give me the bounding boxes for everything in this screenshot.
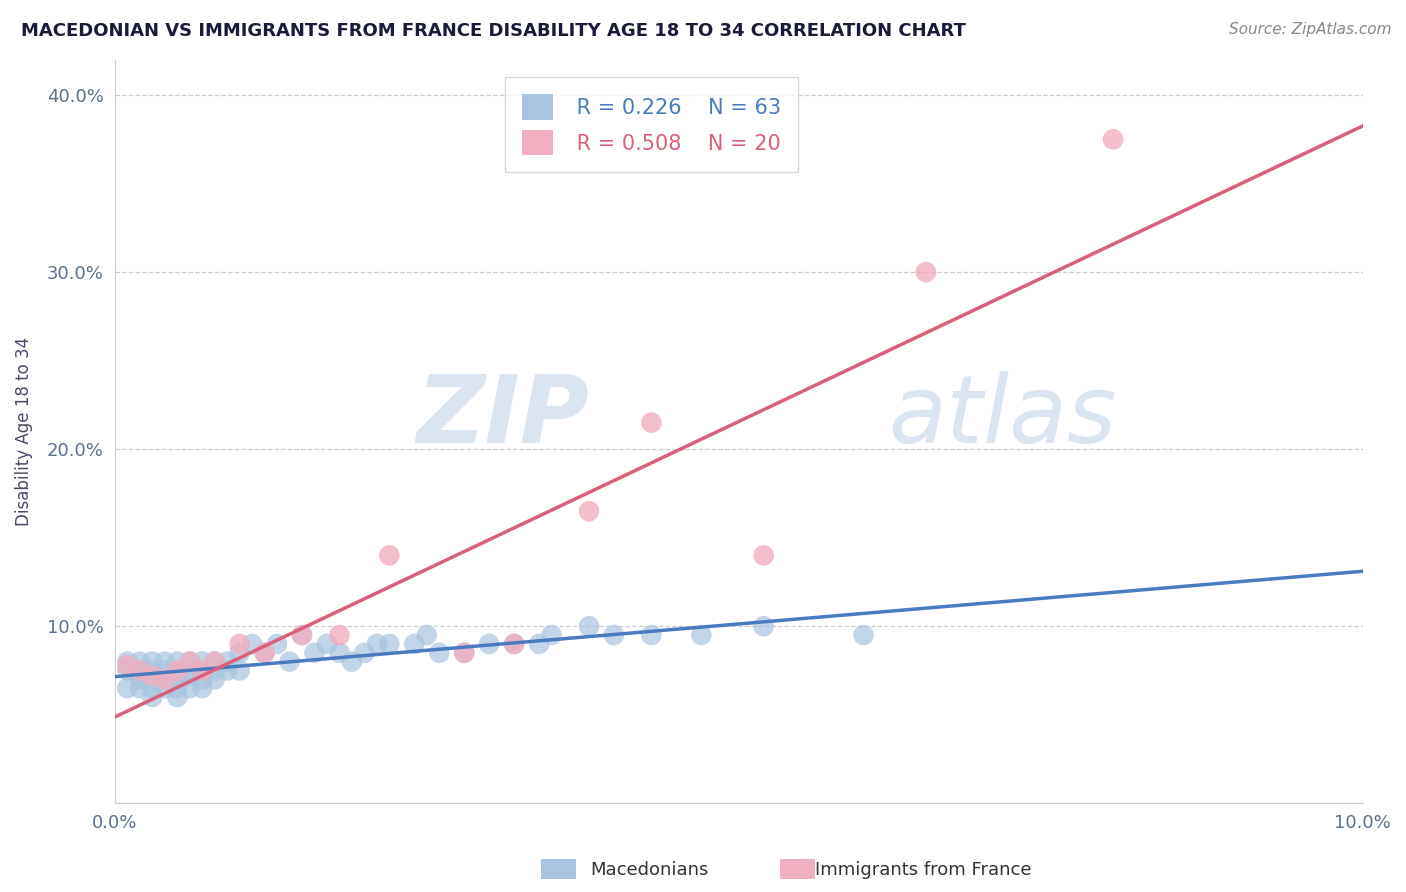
- Point: [427, 646, 450, 660]
- Point: [153, 681, 176, 696]
- Text: MACEDONIAN VS IMMIGRANTS FROM FRANCE DISABILITY AGE 18 TO 34 CORRELATION CHART: MACEDONIAN VS IMMIGRANTS FROM FRANCE DIS…: [21, 22, 966, 40]
- Point: [340, 655, 363, 669]
- Point: [690, 628, 713, 642]
- Point: [153, 664, 176, 678]
- Point: [217, 655, 239, 669]
- Point: [404, 637, 426, 651]
- Text: Macedonians: Macedonians: [591, 861, 709, 879]
- Point: [304, 646, 326, 660]
- Point: [166, 664, 188, 678]
- Point: [752, 619, 775, 633]
- Point: [179, 655, 201, 669]
- Point: [117, 658, 139, 673]
- Point: [503, 637, 526, 651]
- Point: [166, 655, 188, 669]
- Point: [141, 690, 163, 704]
- Point: [191, 681, 214, 696]
- Point: [141, 655, 163, 669]
- Point: [752, 549, 775, 563]
- Point: [266, 637, 288, 651]
- Point: [416, 628, 439, 642]
- Point: [217, 664, 239, 678]
- Point: [852, 628, 875, 642]
- Point: [128, 655, 150, 669]
- Point: [191, 673, 214, 687]
- Point: [166, 673, 188, 687]
- Point: [253, 646, 276, 660]
- Point: [527, 637, 550, 651]
- Point: [191, 664, 214, 678]
- Point: [503, 637, 526, 651]
- Point: [179, 669, 201, 683]
- Point: [128, 664, 150, 678]
- Text: atlas: atlas: [889, 371, 1116, 462]
- Point: [204, 655, 226, 669]
- Point: [141, 669, 163, 683]
- Point: [328, 628, 350, 642]
- Point: [228, 637, 250, 651]
- Point: [191, 664, 214, 678]
- Point: [540, 628, 562, 642]
- Point: [179, 681, 201, 696]
- Point: [128, 664, 150, 678]
- Point: [603, 628, 626, 642]
- Point: [179, 655, 201, 669]
- Point: [291, 628, 314, 642]
- Point: [141, 673, 163, 687]
- Point: [640, 416, 662, 430]
- Point: [453, 646, 475, 660]
- Point: [328, 646, 350, 660]
- Text: ZIP: ZIP: [416, 370, 589, 463]
- Point: [366, 637, 388, 651]
- Point: [228, 646, 250, 660]
- Point: [291, 628, 314, 642]
- Y-axis label: Disability Age 18 to 34: Disability Age 18 to 34: [15, 337, 32, 526]
- Point: [179, 664, 201, 678]
- Point: [128, 673, 150, 687]
- Point: [915, 265, 938, 279]
- Point: [253, 646, 276, 660]
- Point: [153, 673, 176, 687]
- Point: [278, 655, 301, 669]
- Point: [128, 681, 150, 696]
- Point: [578, 619, 600, 633]
- Text: Immigrants from France: Immigrants from France: [815, 861, 1032, 879]
- Point: [478, 637, 501, 651]
- Point: [166, 690, 188, 704]
- Point: [228, 664, 250, 678]
- Point: [117, 681, 139, 696]
- Point: [117, 664, 139, 678]
- Point: [204, 673, 226, 687]
- Point: [153, 655, 176, 669]
- Point: [117, 655, 139, 669]
- Point: [204, 664, 226, 678]
- Point: [316, 637, 339, 651]
- Legend:  R = 0.226    N = 63,  R = 0.508    N = 20: R = 0.226 N = 63, R = 0.508 N = 20: [505, 78, 797, 172]
- Point: [141, 681, 163, 696]
- Point: [640, 628, 662, 642]
- Point: [153, 673, 176, 687]
- Point: [453, 646, 475, 660]
- Point: [353, 646, 375, 660]
- Text: Source: ZipAtlas.com: Source: ZipAtlas.com: [1229, 22, 1392, 37]
- Point: [141, 664, 163, 678]
- Point: [191, 655, 214, 669]
- Point: [166, 681, 188, 696]
- Point: [128, 669, 150, 683]
- Point: [204, 655, 226, 669]
- Point: [578, 504, 600, 518]
- Point: [378, 637, 401, 651]
- Point: [1102, 132, 1125, 146]
- Point: [378, 549, 401, 563]
- Point: [166, 664, 188, 678]
- Point: [240, 637, 263, 651]
